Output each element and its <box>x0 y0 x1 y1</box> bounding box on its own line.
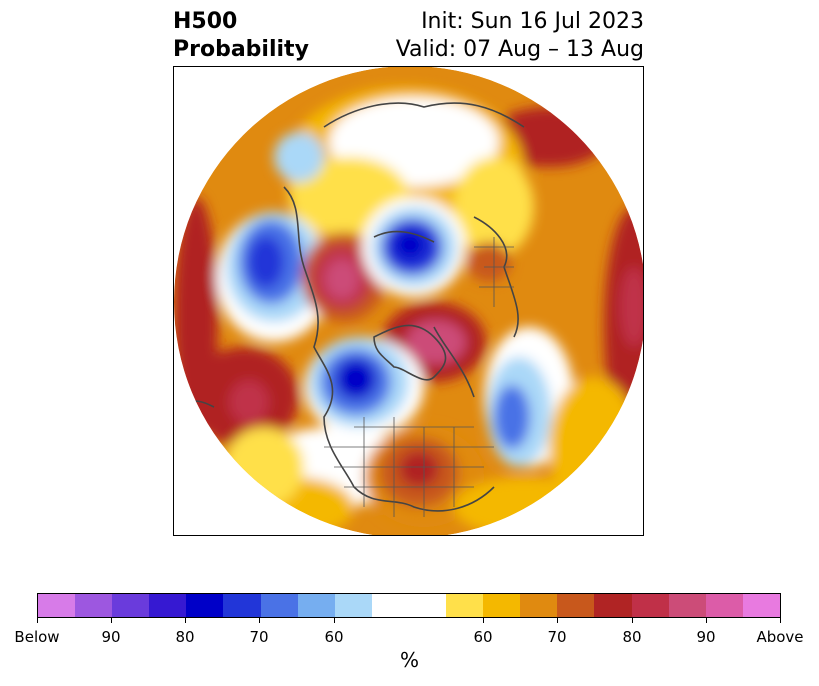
colorbar-segment <box>594 594 632 617</box>
below-normal-canada <box>336 359 376 399</box>
tick-label-below-90: 90 <box>101 628 121 646</box>
tick-label-below-60: 60 <box>324 628 344 646</box>
colorbar-segment <box>186 594 224 617</box>
init-date: Init: Sun 16 Jul 2023 <box>421 9 644 34</box>
colorbar-segment <box>705 594 743 617</box>
colorbar-segment <box>149 594 187 617</box>
colorbar-segment <box>112 594 150 617</box>
above-normal-us <box>399 451 439 487</box>
below-normal-arctic <box>394 230 426 260</box>
tick-label-below-80: 80 <box>175 628 195 646</box>
colorbar-segment <box>520 594 558 617</box>
below-normal-gulf-alaska <box>248 236 284 288</box>
colorbar-segment <box>557 594 595 617</box>
colorbar-segment <box>371 594 447 617</box>
tick-label-above-70: 70 <box>547 628 567 646</box>
title-variable: H500 <box>173 9 238 34</box>
tick-label-above: Above <box>756 628 804 646</box>
political-borders <box>324 237 514 517</box>
colorbar-ticks: Below 90 80 70 60 60 70 80 90 Above <box>14 618 804 648</box>
colorbar-unit: % <box>399 648 419 672</box>
probability-map-svg <box>174 67 643 535</box>
colorbar-segment <box>38 594 76 617</box>
tick-label-above-80: 80 <box>622 628 642 646</box>
colorbar-segment <box>446 594 484 617</box>
colorbar-segment <box>742 594 780 617</box>
colorbar-segment <box>75 594 113 617</box>
colorbar-segment <box>297 594 335 617</box>
colorbar-segment <box>631 594 669 617</box>
colorbar-segment <box>223 594 261 617</box>
tick-label-above-60: 60 <box>473 628 493 646</box>
tick-label-below: Below <box>14 628 60 646</box>
colorbar-segment <box>260 594 298 617</box>
title-right: Init: Sun 16 Jul 2023 Valid: 07 Aug – 13… <box>396 8 644 64</box>
colorbar <box>37 593 781 618</box>
title-left: H500 Probability <box>173 8 309 64</box>
tick-label-below-70: 70 <box>249 628 269 646</box>
polar-map <box>173 66 644 536</box>
colorbar-segment <box>334 594 372 617</box>
title-product: Probability <box>173 37 309 62</box>
valid-range: Valid: 07 Aug – 13 Aug <box>395 37 644 62</box>
above-normal-siberia <box>325 259 359 299</box>
below-normal-atlantic <box>494 385 530 449</box>
colorbar-segment <box>483 594 521 617</box>
tick-label-above-90: 90 <box>696 628 716 646</box>
colorbar-segment <box>668 594 706 617</box>
